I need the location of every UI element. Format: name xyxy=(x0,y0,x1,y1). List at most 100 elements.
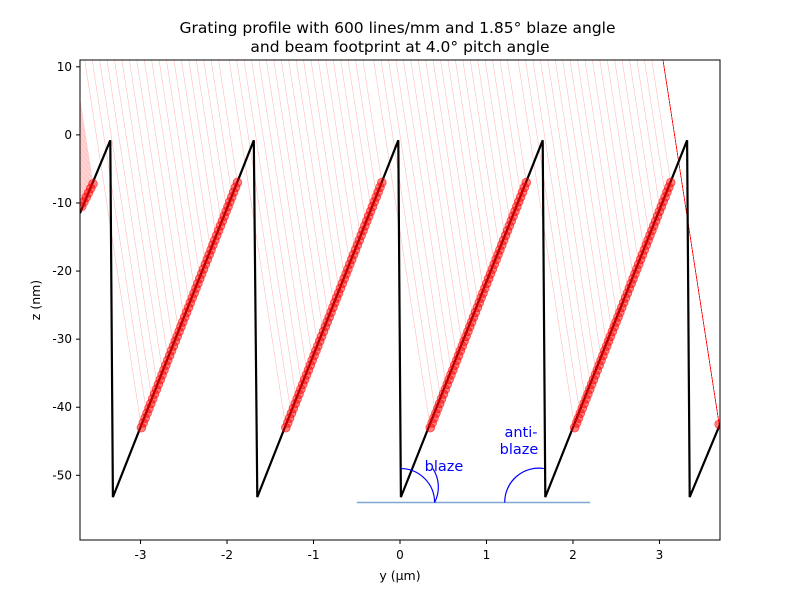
blaze-arc xyxy=(432,468,439,503)
incident-ray xyxy=(218,60,238,183)
grating-profile-line xyxy=(80,139,720,498)
incident-ray xyxy=(243,60,297,401)
incident-ray xyxy=(555,60,602,360)
x-axis-label: y (µm) xyxy=(379,568,420,583)
incident-ray xyxy=(644,60,666,197)
incident-ray xyxy=(395,60,447,387)
footprint-point xyxy=(714,419,720,430)
incident-ray xyxy=(440,60,479,306)
incident-ray xyxy=(181,60,211,251)
incident-ray xyxy=(325,60,356,251)
incident-ray xyxy=(418,60,463,346)
incident-ray xyxy=(136,60,179,333)
incident-ray xyxy=(362,60,383,183)
incident-ray xyxy=(310,60,345,278)
incident-ray xyxy=(210,60,233,197)
x-tick-label: -1 xyxy=(308,548,320,562)
incident-ray xyxy=(355,60,377,197)
incident-ray xyxy=(288,60,329,319)
incident-ray xyxy=(569,60,613,333)
incident-ray xyxy=(484,60,511,224)
incident-ray xyxy=(114,60,163,374)
incident-ray xyxy=(106,60,158,387)
y-axis-label: z (nm) xyxy=(28,280,43,320)
incident-ray xyxy=(80,109,92,187)
incident-ray xyxy=(584,60,623,306)
x-axis: -3 -2 -1 0 1 2 3 xyxy=(135,540,664,562)
footprint-point xyxy=(232,177,243,188)
incident-ray xyxy=(447,60,484,292)
chart-title-line-2: and beam footprint at 4.0° pitch angle xyxy=(250,38,549,56)
y-tick-label: -20 xyxy=(52,264,72,278)
incident-ray xyxy=(80,98,94,184)
incident-ray xyxy=(380,60,436,415)
incident-ray xyxy=(333,60,361,238)
incident-ray xyxy=(621,60,650,238)
incident-ray xyxy=(303,60,340,292)
y-axis: 10 0 -10 -20 -30 -40 -50 xyxy=(52,60,80,482)
x-tick-label: 0 xyxy=(396,548,404,562)
incident-ray xyxy=(144,60,185,319)
annotation-blaze: blaze xyxy=(425,459,464,475)
incident-ray xyxy=(273,60,319,346)
y-tick-label: -10 xyxy=(52,196,72,210)
incident-ray xyxy=(499,60,522,197)
anti-blaze-arc xyxy=(504,467,544,503)
incident-ray xyxy=(158,60,195,292)
incident-ray xyxy=(196,60,222,224)
x-tick-label: 2 xyxy=(569,548,577,562)
incident-ray xyxy=(129,60,174,346)
incident-ray xyxy=(425,60,468,333)
incident-ray xyxy=(84,60,142,428)
beam-footprint xyxy=(80,177,720,433)
x-tick-label: -3 xyxy=(135,548,147,562)
incident-ray xyxy=(251,60,303,387)
incident-ray xyxy=(432,60,474,319)
incident-ray xyxy=(266,60,313,360)
incident-ray xyxy=(347,60,372,210)
grating-profile xyxy=(80,139,720,498)
incident-ray xyxy=(258,60,308,374)
incident-ray xyxy=(532,60,586,401)
chart-title-line-1: Grating profile with 600 lines/mm and 1.… xyxy=(180,19,616,37)
x-tick-label: 3 xyxy=(656,548,664,562)
incident-ray xyxy=(151,60,190,306)
incident-ray xyxy=(80,103,93,186)
incident-ray xyxy=(492,60,516,210)
y-tick-label: -30 xyxy=(52,332,72,346)
annotation-anti: anti- xyxy=(504,425,537,441)
y-tick-label: -50 xyxy=(52,468,72,482)
incident-ray xyxy=(540,60,591,387)
incident-ray xyxy=(166,60,201,278)
x-tick-label: -2 xyxy=(221,548,233,562)
y-tick-label: 0 xyxy=(64,128,72,142)
incident-ray xyxy=(562,60,607,346)
incident-ray xyxy=(236,60,292,415)
incident-ray xyxy=(340,60,367,224)
incident-ray xyxy=(607,60,639,265)
incident-ray xyxy=(121,60,169,360)
annotation-anti-blaze: blaze xyxy=(500,442,539,458)
footprint-point xyxy=(521,177,532,188)
footprint-point xyxy=(88,179,98,189)
incident-ray xyxy=(318,60,351,265)
incident-ray xyxy=(525,60,581,415)
incident-ray xyxy=(577,60,618,319)
incident-ray xyxy=(295,60,335,306)
incident-ray xyxy=(410,60,458,360)
incident-ray xyxy=(173,60,206,265)
incident-ray xyxy=(477,60,506,238)
incident-ray xyxy=(281,60,324,333)
incident-ray xyxy=(203,60,227,210)
incident-ray xyxy=(455,60,490,278)
incident-ray xyxy=(636,60,661,210)
chart-title: Grating profile with 600 lines/mm and 1.… xyxy=(180,19,621,56)
incident-ray xyxy=(403,60,452,374)
incident-ray xyxy=(188,60,217,238)
incident-ray xyxy=(614,60,645,251)
incident-ray xyxy=(91,60,147,415)
footprint-point xyxy=(377,177,387,188)
y-tick-label: -40 xyxy=(52,400,72,414)
x-tick-label: 1 xyxy=(483,548,491,562)
